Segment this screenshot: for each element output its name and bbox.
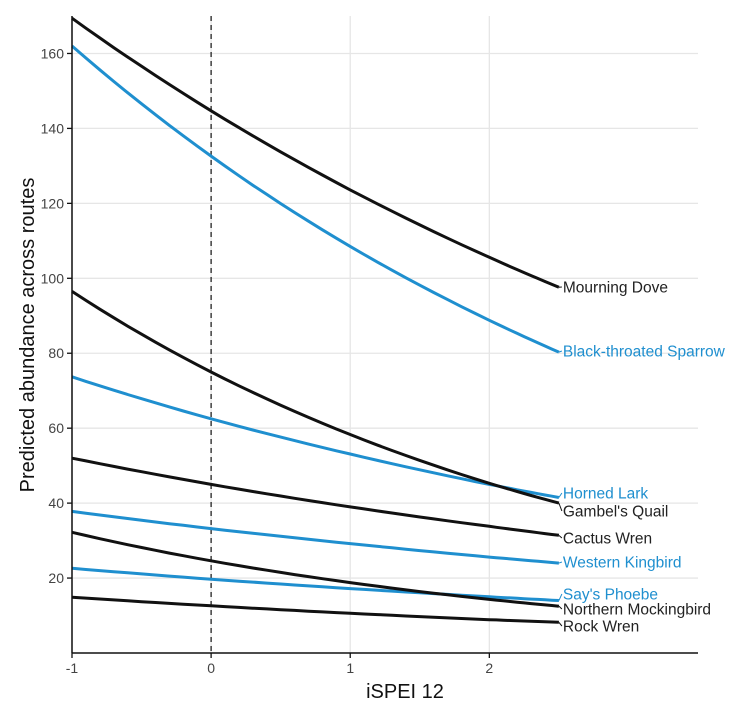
series-line [72, 511, 559, 563]
x-tick-label: 2 [485, 660, 493, 676]
y-axis-title: Predicted abundance across routes [17, 178, 39, 493]
label-connector [559, 535, 562, 538]
series-label: Mourning Dove [563, 280, 668, 297]
series-label: Horned Lark [563, 486, 649, 503]
label-connector [559, 493, 562, 497]
x-tick-label: -1 [66, 660, 79, 676]
y-tick-label: 60 [48, 420, 64, 436]
label-connector [559, 503, 562, 511]
series-line [72, 18, 559, 287]
y-tick-label: 80 [48, 345, 64, 361]
x-tick-label: 1 [346, 660, 354, 676]
label-connector [559, 606, 562, 609]
label-connector [559, 622, 562, 626]
x-tick-label: 0 [207, 660, 215, 676]
series-labels: Mourning Dove Black-throated Sparrow Horne… [559, 280, 726, 636]
y-tick-label: 20 [48, 570, 64, 586]
series-lines [72, 18, 559, 622]
x-axis-title: iSPEI 12 [366, 681, 444, 703]
series-label: Western Kingbird [563, 555, 682, 572]
y-tick-label: 40 [48, 495, 64, 511]
series-line [72, 377, 559, 498]
series-label: Gambel's Quail [563, 504, 668, 521]
y-tick-label: 120 [41, 195, 65, 211]
series-label: Rock Wren [563, 619, 639, 636]
label-connector [559, 594, 562, 601]
y-tick-label: 140 [41, 120, 65, 136]
series-line [72, 597, 559, 622]
series-line [72, 46, 559, 352]
y-tick-label: 100 [41, 270, 65, 286]
label-connector [559, 562, 562, 563]
series-line [72, 458, 559, 535]
series-label: Cactus Wren [563, 531, 652, 548]
series-label: Black-throated Sparrow [563, 344, 726, 361]
y-tick-label: 160 [41, 45, 65, 61]
label-connector [559, 351, 562, 352]
series-label: Northern Mockingbird [563, 602, 711, 619]
series-line [72, 568, 559, 600]
